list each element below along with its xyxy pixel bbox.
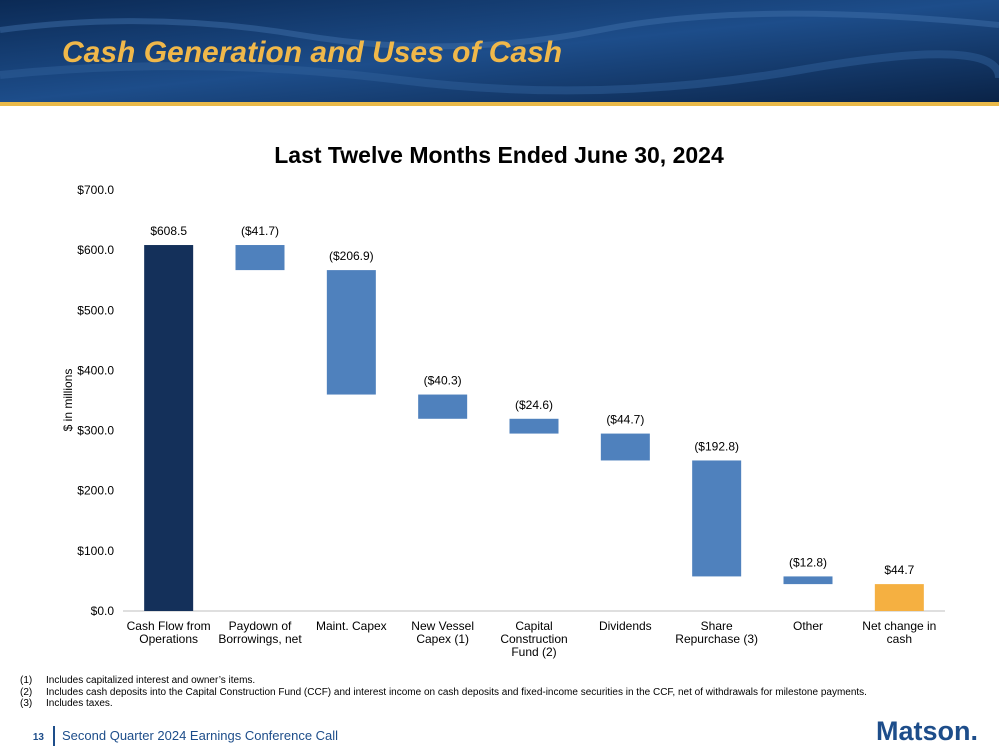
x-tick-label: Maint. Capex — [315, 619, 387, 633]
y-tick-label: $300.0 — [77, 424, 114, 438]
chart-title: Last Twelve Months Ended June 30, 2024 — [274, 142, 724, 168]
bar — [509, 418, 559, 434]
footer-text: Second Quarter 2024 Earnings Conference … — [62, 728, 338, 743]
bar — [326, 270, 376, 395]
value-label: ($40.3) — [424, 374, 462, 388]
bar — [418, 394, 468, 419]
y-axis-label: $ in millions — [61, 369, 75, 432]
value-label: ($206.9) — [329, 249, 374, 263]
footnote-text: Includes capitalized interest and owner’… — [46, 675, 256, 686]
x-tick-label: Net change in cash — [862, 619, 937, 646]
bar — [144, 245, 194, 612]
x-tick-label: Cash Flow from Operations — [126, 619, 211, 646]
x-tick-label: New Vessel Capex (1) — [411, 619, 474, 646]
footnote-number: (1) — [20, 675, 33, 686]
footnote-number: (2) — [20, 686, 33, 698]
footnote: (1) Includes capitalized interest and own… — [20, 675, 255, 686]
value-label: ($192.8) — [694, 439, 739, 453]
y-tick-label: $600.0 — [77, 243, 114, 257]
slide-title: Cash Generation and Uses of Cash — [62, 36, 562, 69]
value-label: $608.5 — [150, 224, 187, 238]
y-tick-label: $500.0 — [77, 303, 114, 317]
x-tick-label: Paydown of Borrowings, net — [218, 619, 302, 646]
footnote: (2) Includes cash deposits into the Capit… — [20, 687, 867, 698]
bar — [235, 245, 285, 271]
y-tick-label: $200.0 — [77, 484, 114, 498]
value-label: $44.7 — [884, 563, 914, 577]
footnote-text: Includes taxes. — [46, 698, 113, 709]
bar — [692, 460, 742, 577]
value-label: ($12.8) — [789, 555, 827, 569]
wave — [0, 50, 999, 95]
value-label: ($24.6) — [515, 398, 553, 412]
logo: Matson. — [876, 716, 978, 746]
footnote-text: Includes cash deposits into the Capital … — [46, 686, 867, 698]
bar — [600, 433, 650, 461]
footnote: (3) Includes taxes. — [20, 698, 113, 709]
x-tick-label: Dividends — [598, 619, 652, 633]
value-label: ($44.7) — [606, 413, 644, 427]
x-tick-label: Share Repurchase (3) — [675, 619, 759, 646]
bar — [874, 584, 924, 611]
footnote-number: (3) — [20, 698, 33, 709]
header-stripe — [0, 102, 999, 106]
y-tick-label: $400.0 — [77, 363, 114, 377]
bar — [783, 576, 833, 585]
x-tick-label: Capital Construction Fund (2) — [500, 619, 568, 659]
wave — [0, 10, 999, 50]
y-tick-label: $0.0 — [91, 604, 115, 618]
y-tick-label: $100.0 — [77, 544, 114, 558]
value-label: ($41.7) — [241, 224, 279, 238]
page-number: 13 — [33, 732, 45, 743]
x-tick-label: Other — [792, 619, 823, 633]
y-tick-label: $700.0 — [77, 183, 114, 197]
